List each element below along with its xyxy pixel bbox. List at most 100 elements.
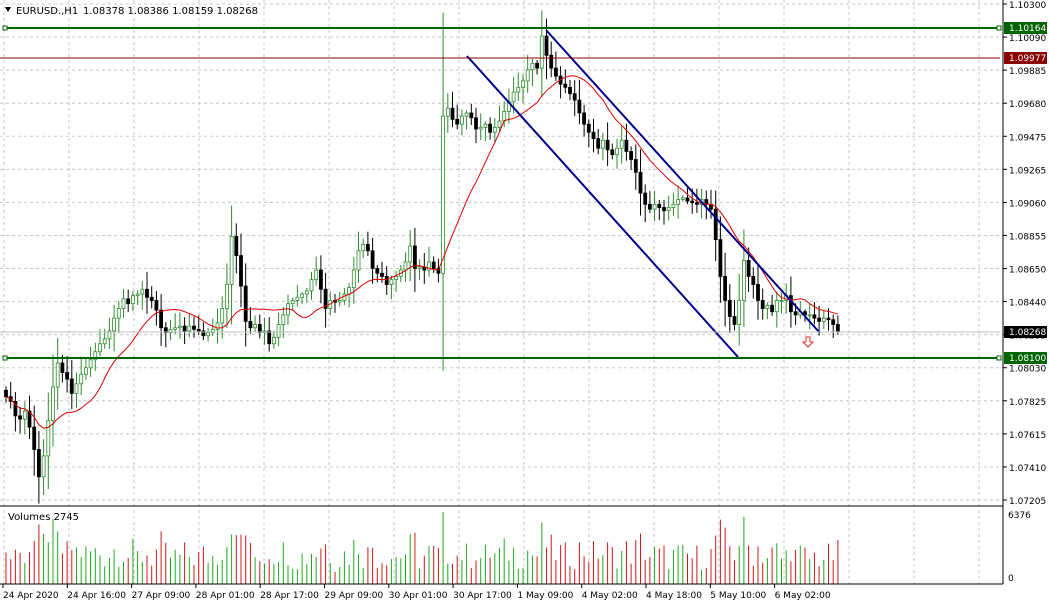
candle-body (525, 69, 530, 82)
candle-body (624, 139, 629, 152)
candle-body (253, 324, 258, 329)
candle-body (582, 112, 586, 125)
price-tick-label: 1.08440 (1009, 299, 1046, 309)
time-axis[interactable]: 24 Apr 2020 24 Apr 16:00 27 Apr 09:00 28 Ap… (2, 584, 831, 601)
candle-body (210, 328, 215, 333)
candle-body (812, 314, 817, 319)
candle-body (586, 123, 591, 133)
candle-body (267, 330, 272, 345)
candle-body (629, 151, 633, 160)
candle-body (281, 314, 286, 325)
price-tick-label: 1.07825 (1009, 398, 1046, 408)
time-tick-label: 4 May 02:00 (582, 591, 638, 601)
candle-body (361, 243, 366, 252)
candle-body (337, 300, 342, 303)
time-tick-label: 1 May 09:00 (517, 591, 573, 601)
candle-body (389, 279, 394, 285)
candle-body (182, 325, 187, 332)
candle-body (135, 293, 140, 297)
candle-body (765, 304, 770, 309)
candle-body (37, 449, 41, 478)
candle-body (469, 112, 474, 119)
price-tag-current: 1.08268 (1004, 326, 1047, 338)
candle-body (633, 159, 638, 173)
candle-body (112, 317, 116, 332)
candle-body (760, 300, 765, 309)
time-tick-label: 4 May 18:00 (646, 591, 702, 601)
candle-body (431, 261, 436, 269)
time-tick-label: 28 Apr 17:00 (260, 591, 319, 601)
candle-body (229, 235, 234, 285)
candle-body (732, 316, 737, 325)
level-handle-right-lower[interactable] (996, 355, 1002, 361)
candle-body (234, 235, 239, 257)
candle-body (130, 295, 135, 305)
candle-body (145, 288, 149, 298)
candle-body (836, 324, 840, 332)
candle-body (643, 192, 648, 205)
candle-body (793, 311, 798, 316)
candle-body (98, 343, 102, 353)
candle-body (220, 308, 225, 324)
candle-body (107, 330, 112, 340)
price-tick-label: 1.09680 (1009, 100, 1046, 110)
candle-body (248, 320, 253, 329)
candle-body (13, 401, 18, 417)
candle-body (676, 199, 680, 205)
channel-lower-line[interactable] (466, 55, 739, 358)
candle-body (215, 322, 220, 330)
candle-body (657, 203, 662, 208)
candle-body (530, 62, 535, 71)
candle-body (516, 86, 521, 93)
candle-body (718, 239, 723, 277)
candle-body (394, 276, 399, 281)
candle-body (713, 208, 718, 240)
candle-body (591, 131, 596, 140)
candle-body (535, 62, 539, 69)
price-tick-label: 1.10300 (1009, 1, 1046, 11)
candle-body (276, 324, 281, 338)
candle-body (168, 328, 173, 333)
candle-body (309, 279, 314, 292)
level-handle-right-upper[interactable] (996, 25, 1002, 31)
candle-body (789, 295, 793, 313)
candle-body (342, 293, 347, 301)
candle-body (403, 261, 408, 271)
candle-body (568, 86, 572, 95)
candle-body (224, 284, 229, 309)
price-tick-label: 1.10090 (1009, 34, 1046, 44)
candle-body (60, 362, 65, 373)
candle-body (46, 420, 51, 457)
candle-body (121, 298, 126, 309)
candle-body (436, 268, 441, 274)
candle-body (384, 276, 389, 285)
candle-body (459, 115, 464, 125)
candle-body (774, 300, 779, 313)
candle-body (149, 296, 154, 301)
channel-upper-line[interactable] (545, 29, 821, 334)
candle-body (695, 202, 699, 205)
sell-arrow-icon[interactable] (801, 336, 815, 348)
candle-body (671, 203, 676, 208)
candle-body (370, 250, 375, 269)
level-handle-left-upper[interactable] (2, 25, 8, 31)
moving-average-line (5, 75, 839, 429)
candle-body (257, 324, 262, 333)
candle-body (192, 325, 196, 330)
candle-body (652, 203, 657, 210)
time-tick-label: 24 Apr 16:00 (67, 591, 126, 601)
candle-body (79, 373, 84, 385)
candle-body (539, 35, 544, 69)
dropdown-triangle-icon[interactable] (5, 7, 11, 12)
candle-body (619, 139, 624, 149)
candle-body (304, 290, 309, 295)
candle-body (88, 359, 93, 369)
candle-body (756, 284, 760, 301)
candle-body (690, 200, 695, 204)
level-handle-left-lower[interactable] (2, 355, 8, 361)
candle-body (4, 389, 8, 398)
candle-body (610, 149, 615, 156)
candle-body (356, 250, 361, 271)
